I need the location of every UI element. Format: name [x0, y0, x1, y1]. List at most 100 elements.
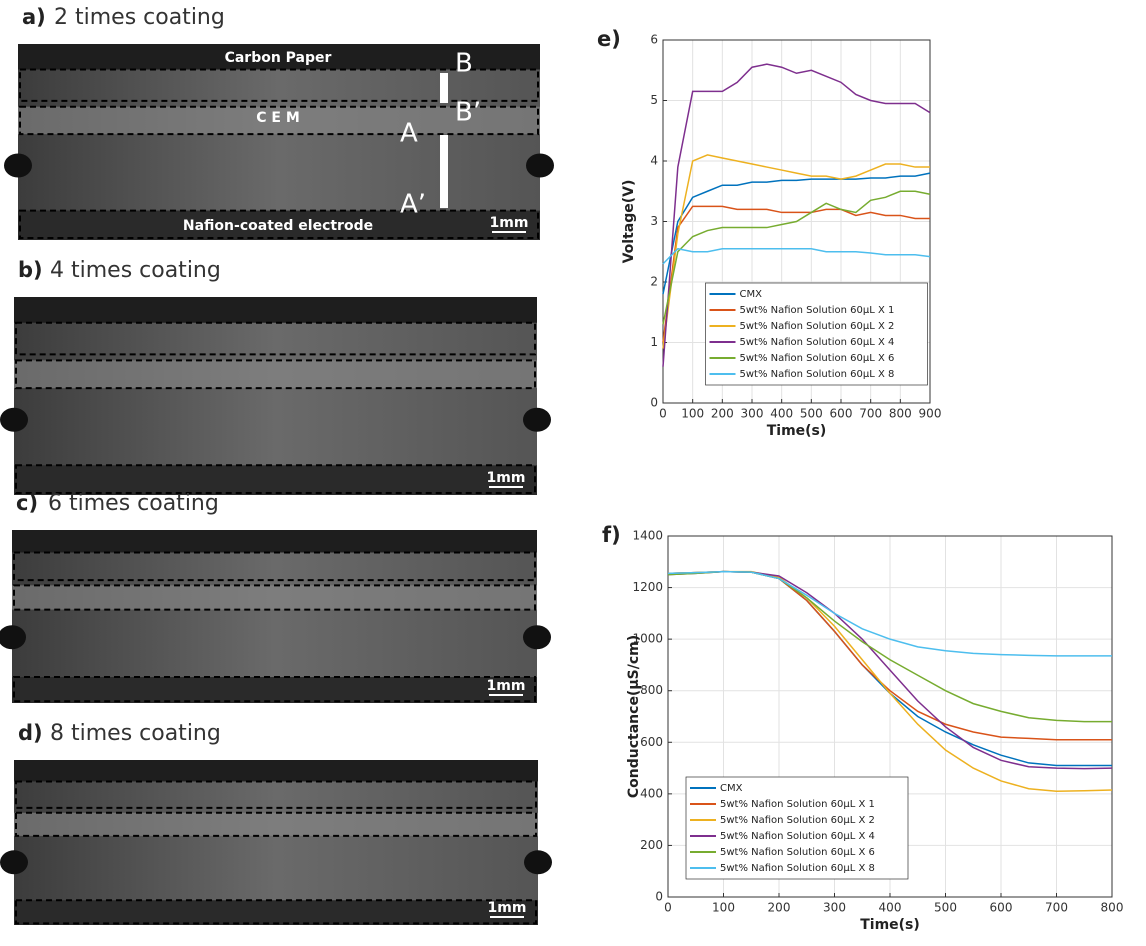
layer-outline: [19, 105, 539, 136]
x-tick-label: 100: [712, 901, 735, 915]
x-tick-label: 400: [879, 901, 902, 915]
panel-label: e): [597, 27, 621, 51]
y-tick-label: 3: [650, 214, 658, 228]
series-line: [662, 154, 930, 349]
panel-label: b): [18, 258, 43, 282]
y-tick-label: 1200: [632, 580, 663, 594]
y-tick-label: 2: [650, 275, 658, 289]
series-line: [662, 205, 930, 343]
legend-box: [705, 282, 928, 386]
marker-label: B: [455, 49, 473, 79]
legend-label: 5wt% Nafion Solution 60μL X 1: [740, 305, 895, 316]
channel-edge: [4, 153, 32, 178]
legend-label: 5wt% Nafion Solution 60μL X 8: [740, 369, 895, 380]
x-tick-label: 800: [889, 407, 912, 421]
layer-outline: [15, 811, 537, 837]
channel-edge: [0, 625, 26, 650]
layer-outline: [15, 321, 536, 356]
legend-label: 5wt% Nafion Solution 60μL X 8: [720, 863, 875, 874]
micrograph: [14, 760, 538, 925]
y-tick-label: 0: [655, 890, 663, 904]
x-tick-label: 200: [768, 901, 791, 915]
layer-outline: [13, 676, 536, 703]
legend-label: 5wt% Nafion Solution 60μL X 1: [720, 799, 875, 810]
plot-frame: [667, 535, 1113, 898]
micrograph: [12, 530, 537, 703]
scale-label: 1mm: [488, 900, 527, 916]
y-tick-label: 4: [650, 154, 658, 168]
scale-label: 1mm: [487, 470, 526, 486]
carbon-band: [14, 297, 537, 323]
marker-bar: [440, 73, 448, 103]
electrode-band: [14, 900, 538, 925]
x-tick-label: 200: [711, 407, 734, 421]
x-tick-label: 300: [823, 901, 846, 915]
panel-title: 6 times coating: [48, 491, 219, 516]
panel-title: 2 times coating: [54, 5, 225, 30]
x-tick-label: 400: [770, 407, 793, 421]
y-axis-label: Voltage(V): [621, 180, 637, 264]
channel-edge: [0, 407, 28, 432]
scale-label: 1mm: [490, 215, 529, 231]
y-tick-label: 600: [640, 735, 663, 749]
channel-edge: [526, 153, 554, 178]
marker-label: A: [400, 119, 418, 149]
cem-band: [18, 106, 540, 135]
layer-outline: [13, 551, 536, 582]
carbon-band: [14, 760, 538, 782]
layer-outline: [15, 780, 537, 809]
legend-label: 5wt% Nafion Solution 60μL X 2: [720, 815, 875, 826]
cem-band: [14, 812, 538, 836]
x-tick-label: 500: [800, 407, 823, 421]
legend-label: 5wt% Nafion Solution 60μL X 4: [740, 337, 895, 348]
y-tick-label: 1: [650, 335, 658, 349]
y-axis-label: Conductance(μS/cm): [626, 635, 642, 798]
legend-label: 5wt% Nafion Solution 60μL X 6: [720, 847, 875, 858]
electrode-band: [12, 677, 537, 703]
x-tick-label: 500: [934, 901, 957, 915]
layer-label: Carbon Paper: [225, 50, 332, 66]
legend-label: 5wt% Nafion Solution 60μL X 6: [740, 353, 895, 364]
legend-box: [685, 776, 909, 880]
x-tick-label: 600: [990, 901, 1013, 915]
legend-label: CMX: [720, 783, 743, 794]
marker-bar: [440, 135, 448, 208]
x-axis-label: Time(s): [767, 423, 827, 439]
series-line: [662, 63, 931, 367]
panel-label: d): [18, 721, 43, 745]
y-tick-label: 6: [650, 33, 658, 47]
legend-label: CMX: [740, 289, 763, 300]
channel-edge: [523, 407, 551, 432]
x-tick-label: 700: [859, 407, 882, 421]
series-line: [662, 190, 931, 325]
cem-band: [12, 585, 537, 610]
y-tick-label: 400: [640, 786, 663, 800]
y-tick-label: 800: [640, 683, 663, 697]
channel-edge: [0, 850, 28, 875]
layer-outline: [15, 899, 537, 925]
channel-edge: [523, 625, 551, 650]
x-axis-label: Time(s): [860, 917, 920, 933]
x-tick-label: 100: [681, 407, 704, 421]
marker-label: B’: [455, 98, 481, 128]
micrograph: [14, 297, 537, 495]
scale-label: 1mm: [487, 678, 526, 694]
legend-label: 5wt% Nafion Solution 60μL X 4: [720, 831, 875, 842]
electrode-band: [18, 210, 540, 240]
series-line: [662, 172, 931, 295]
x-tick-label: 300: [741, 407, 764, 421]
cem-band: [14, 360, 537, 389]
y-tick-label: 1400: [632, 529, 663, 543]
electrode-band: [14, 465, 537, 495]
y-tick-label: 5: [650, 93, 658, 107]
y-tick-label: 1000: [632, 632, 663, 646]
x-tick-label: 0: [659, 407, 667, 421]
panel-title: 8 times coating: [50, 721, 221, 746]
legend-label: 5wt% Nafion Solution 60μL X 2: [740, 321, 895, 332]
series-line: [662, 247, 931, 265]
layer-outline: [19, 209, 539, 240]
layer-label: C E M: [256, 110, 300, 126]
series-line: [667, 570, 1112, 657]
plot-frame: [662, 39, 931, 404]
